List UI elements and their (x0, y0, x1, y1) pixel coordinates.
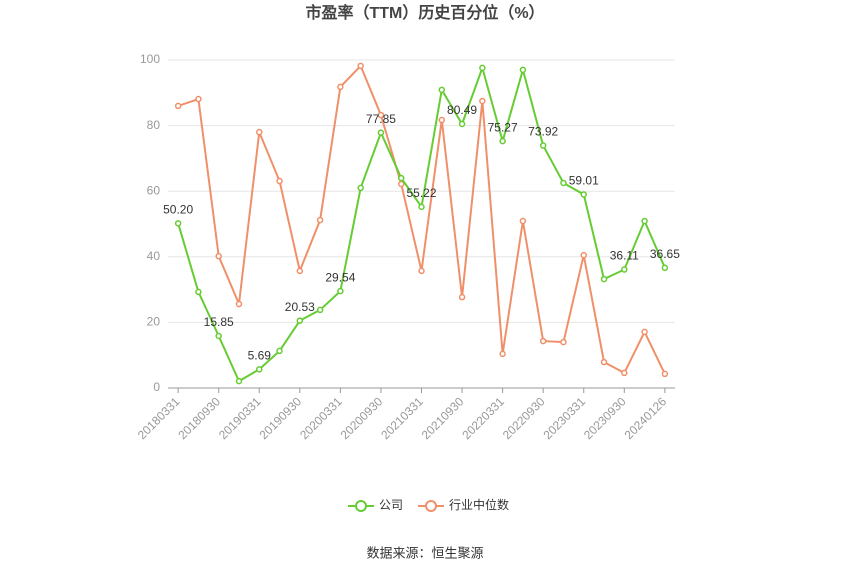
point (438, 116, 446, 124)
y-tick-label: 60 (147, 183, 161, 197)
data-label: 36.65 (650, 247, 680, 261)
point (600, 275, 608, 283)
source: 数据来源：恒生聚源 (366, 545, 483, 560)
chart-title: 市盈率（TTM）历史百分位（%） (305, 3, 544, 22)
y-tick-label: 80 (147, 118, 161, 132)
legend-marker (425, 500, 437, 512)
point (458, 293, 466, 301)
point (377, 111, 385, 119)
point (235, 377, 243, 385)
series-line (177, 64, 666, 375)
point (377, 129, 385, 136)
point (580, 191, 587, 198)
data-label: 50.20 (163, 203, 193, 217)
x-tick-label: 20180331 (135, 394, 183, 442)
point (296, 317, 304, 324)
point (316, 306, 324, 314)
data-label: 5.69 (248, 349, 272, 363)
point (479, 97, 486, 105)
point (621, 369, 628, 377)
y-tick-label: 100 (140, 52, 160, 66)
data-label: 55.22 (406, 186, 436, 200)
point (235, 300, 243, 308)
series-line (177, 64, 666, 383)
point (519, 66, 527, 74)
x-tick-label: 20190930 (257, 394, 305, 442)
point (539, 337, 547, 345)
data-label: 77.85 (366, 112, 396, 126)
x-tick-label: 20200331 (297, 394, 345, 442)
point (560, 179, 567, 187)
x-tick-label: 20210930 (419, 394, 467, 442)
x-tick-label: 20220930 (500, 394, 548, 442)
legend-marker (355, 500, 367, 512)
point (276, 177, 283, 185)
point (479, 64, 486, 72)
point (337, 287, 344, 295)
point (418, 267, 425, 275)
data-label: 59.01 (569, 174, 599, 188)
y-tick-label: 20 (147, 315, 161, 329)
x-tick-label: 20220331 (459, 394, 507, 442)
x-tick-label: 20190331 (216, 394, 264, 442)
point (621, 266, 628, 273)
point (641, 328, 648, 336)
x-tick-label: 20180930 (175, 394, 223, 442)
point (357, 184, 364, 192)
x-tick-label: 20230930 (581, 394, 629, 442)
data-label: 80.49 (447, 103, 477, 117)
point (256, 128, 263, 136)
point (499, 137, 506, 145)
x-tick-label: 20240126 (622, 394, 670, 442)
data-label: 29.54 (325, 270, 355, 284)
data-label: 20.53 (285, 300, 315, 314)
point (499, 350, 506, 358)
point (397, 180, 405, 188)
data-label: 15.85 (204, 315, 234, 329)
x-tick-label: 20210331 (378, 394, 426, 442)
point (195, 288, 202, 296)
point (641, 217, 648, 225)
legend-label: 行业中位数 (449, 497, 509, 512)
point (337, 83, 344, 91)
point (600, 358, 608, 366)
point (458, 120, 466, 128)
point (539, 142, 547, 149)
point (580, 251, 587, 259)
point (418, 203, 425, 211)
point (357, 62, 364, 70)
legend-label: 公司 (379, 498, 403, 512)
y-tick-label: 40 (147, 249, 161, 263)
point (316, 216, 324, 224)
data-label: 73.92 (528, 125, 558, 139)
point (215, 332, 222, 340)
data-label: 75.27 (488, 120, 518, 134)
x-tick-label: 20230331 (540, 394, 588, 442)
point (661, 264, 669, 272)
x-tick-label: 20200930 (338, 394, 386, 442)
point (215, 252, 222, 260)
point (276, 347, 283, 355)
point (661, 370, 669, 378)
point (519, 217, 527, 225)
point (397, 174, 405, 182)
y-tick-label: 0 (153, 380, 160, 394)
point (560, 338, 567, 346)
point (174, 102, 182, 110)
point (195, 95, 202, 103)
point (256, 366, 263, 373)
point (174, 220, 182, 227)
data-label: 36.11 (610, 249, 639, 263)
point (296, 267, 304, 275)
point (438, 86, 446, 94)
